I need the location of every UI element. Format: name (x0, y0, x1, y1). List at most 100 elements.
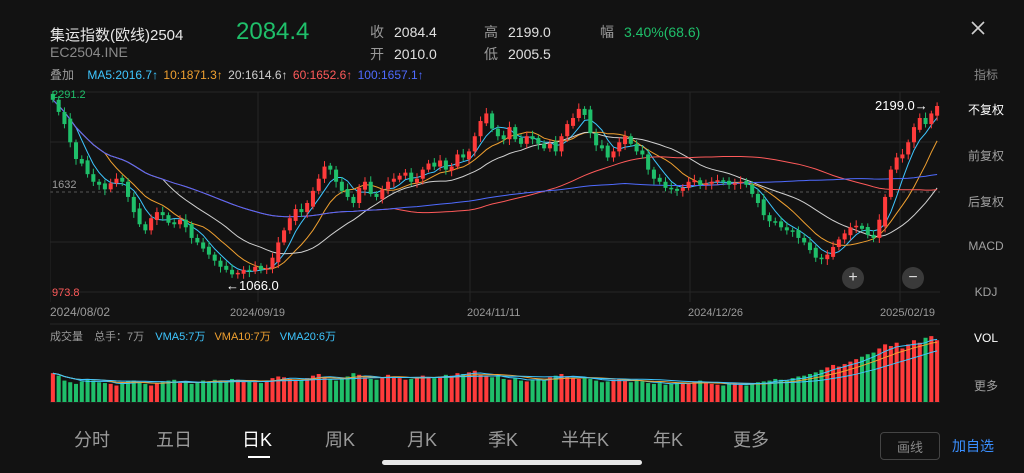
candle-body (819, 257, 824, 260)
volume-bar (692, 381, 697, 402)
volume-bar (715, 384, 720, 402)
candle-body (172, 222, 177, 225)
candle-body (391, 178, 396, 182)
tab-more[interactable]: 更多 (733, 430, 769, 450)
candle-body (97, 181, 102, 185)
volume-bar (727, 383, 732, 402)
candle-body (779, 221, 784, 228)
volume-bar (461, 374, 466, 402)
sidebar-item-no-adjust[interactable]: 不复权 (967, 103, 1004, 117)
volume-bar (426, 377, 431, 402)
volume-bar (831, 364, 836, 402)
candle-body (536, 137, 541, 144)
candle-body (686, 181, 691, 188)
volume-bar (929, 336, 934, 402)
sidebar-item-vol[interactable]: VOL (973, 331, 998, 345)
volume-bar (524, 381, 529, 402)
date-label: 2025/02/19 (880, 307, 935, 319)
volume-bar (108, 383, 113, 402)
tab-monthly-k[interactable]: 月K (407, 430, 438, 450)
volume-bar (732, 383, 737, 402)
zoom-out-button[interactable]: − (902, 267, 924, 289)
tab-intraday[interactable]: 分时 (74, 430, 110, 450)
candle-body (438, 160, 443, 167)
candle-body (651, 169, 656, 179)
candle-body (420, 169, 425, 179)
sidebar-item-macd[interactable]: MACD (968, 239, 1004, 253)
volume-bar (709, 383, 714, 402)
tab-daily-k[interactable]: 日K (242, 430, 273, 450)
volume-bar (166, 380, 171, 402)
candle-body (594, 133, 599, 146)
candle-body (495, 128, 500, 137)
volume-bar (484, 376, 489, 402)
candle-body (796, 230, 801, 238)
tab-half-year-k[interactable]: 半年K (561, 430, 610, 450)
vma5-line (52, 338, 938, 386)
sidebar-item-backward-adjust[interactable]: 后复权 (967, 195, 1004, 209)
tab-quarterly-k[interactable]: 季K (488, 430, 519, 450)
candle-body (264, 268, 269, 270)
volume-bar (750, 383, 755, 402)
close-icon[interactable] (968, 18, 988, 38)
ma10-value: 10:1871.3↑ (163, 68, 223, 82)
tab-five-day[interactable]: 五日 (156, 430, 192, 450)
candle-body (836, 239, 841, 248)
ma100-line (52, 99, 938, 218)
candle-body (715, 180, 720, 182)
sidebar-item-more[interactable]: 更多 (973, 379, 998, 393)
volume-bar (299, 379, 304, 402)
vma20-value: VMA20:6万 (279, 331, 337, 343)
volume-total: 总手：7万 (94, 331, 145, 343)
volume-bar (703, 382, 708, 402)
volume-bar (218, 380, 223, 402)
volume-bar (466, 372, 472, 402)
zoom-in-button[interactable]: + (842, 267, 864, 289)
candle-body (305, 203, 310, 213)
candle-body (484, 113, 489, 124)
candle-body (218, 260, 223, 267)
candle-body (466, 151, 472, 160)
candle-body (212, 254, 217, 261)
candle-body (871, 234, 876, 238)
candle-body (859, 225, 865, 229)
volume-bar (328, 378, 333, 402)
y-mid-label: 1632 (52, 179, 76, 191)
sidebar-item-forward-adjust[interactable]: 前复权 (967, 149, 1004, 163)
date-label: 2024/09/19 (230, 307, 285, 319)
volume-bar (264, 380, 269, 402)
overlay-label[interactable]: 叠加 (50, 68, 75, 82)
candle-body (599, 145, 604, 149)
candle-body (403, 172, 408, 176)
candle-body (183, 219, 188, 228)
add-watchlist-button[interactable]: 加自选 (952, 438, 994, 454)
kline-chart[interactable]: 2291.2 1632 973.8 ←1066.0 2199.0→ 2024/0… (50, 88, 946, 408)
volume-bar (478, 374, 483, 402)
volume-bar (599, 382, 604, 402)
tab-yearly-k[interactable]: 年K (653, 430, 684, 450)
candle-body (62, 111, 67, 125)
volume-bar (391, 376, 396, 402)
candle-body (56, 99, 61, 112)
ma-lines (52, 99, 938, 273)
candle-body (680, 187, 685, 191)
draw-line-button[interactable]: 画线 (880, 432, 940, 460)
volume-bar (680, 383, 685, 402)
candle-body (241, 269, 246, 274)
volume-bar (403, 379, 408, 402)
volume-bar (605, 381, 610, 402)
sidebar-item-kdj[interactable]: KDJ (974, 285, 998, 299)
volume-bar (339, 378, 344, 402)
tab-weekly-k[interactable]: 周K (325, 430, 356, 450)
volume-bar (374, 379, 379, 402)
volume-bar (73, 383, 79, 402)
candle-body (501, 135, 506, 140)
y-top-label: 2291.2 (52, 89, 86, 101)
volume-bar (230, 378, 235, 402)
candle-body (189, 224, 194, 238)
volume-bar (160, 381, 165, 402)
volume-bar (368, 378, 373, 402)
volume-bar (842, 364, 847, 402)
candle-body (755, 193, 760, 204)
volume-bar (85, 378, 90, 402)
